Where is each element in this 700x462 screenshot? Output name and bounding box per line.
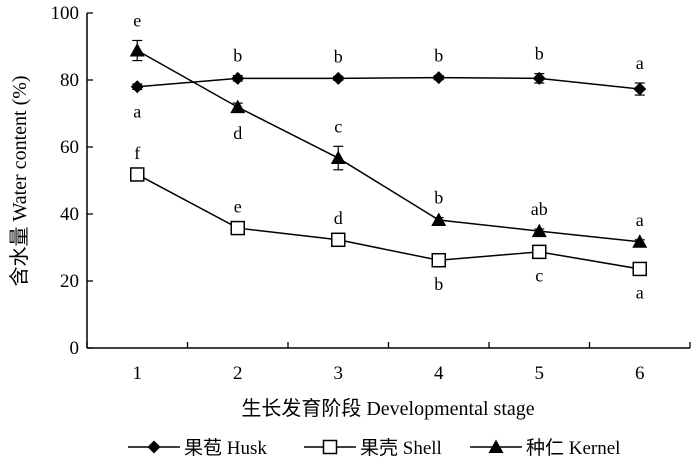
x-tick-label: 5 <box>535 363 545 384</box>
x-tick-label: 2 <box>233 363 243 384</box>
legend-item: 种仁 Kernel <box>470 437 620 459</box>
x-tick-label: 1 <box>133 363 143 384</box>
data-point <box>431 252 446 268</box>
data-point <box>532 71 546 85</box>
x-tick-label: 4 <box>434 363 444 384</box>
legend-item: 果壳 Shell <box>304 437 442 459</box>
y-tick-label: 60 <box>60 137 79 158</box>
significance-letter: b <box>434 188 443 208</box>
y-axis-title-group: 含水量 Water content (%) <box>8 75 31 286</box>
significance-letter: d <box>233 123 242 143</box>
significance-letter: b <box>434 274 443 294</box>
significance-letter: e <box>133 10 141 30</box>
legend: 果苞 Husk 果壳 Shell 种仁 Kernel <box>128 437 620 459</box>
series-1: f e d b c a <box>130 143 647 303</box>
series-line <box>137 76 640 90</box>
legend-label: 果壳 Shell <box>360 437 442 459</box>
significance-letter: f <box>134 143 140 163</box>
significance-letter: c <box>334 116 342 136</box>
data-point <box>130 167 145 182</box>
data-point <box>129 43 145 57</box>
data-point <box>130 80 144 94</box>
data-point <box>633 82 647 96</box>
significance-letter: ab <box>531 199 548 219</box>
significance-letter: b <box>233 46 242 66</box>
axes: 0 20 40 60 80 100 1 2 3 4 5 6 <box>51 3 691 384</box>
series-line <box>136 173 640 270</box>
x-tick-label: 6 <box>635 363 645 384</box>
significance-letter: c <box>535 266 543 286</box>
data-point <box>632 261 647 277</box>
data-point <box>230 220 245 236</box>
data-point <box>532 244 547 260</box>
significance-letter: a <box>133 101 141 121</box>
y-tick-label: 80 <box>60 70 79 91</box>
legend-label: 种仁 Kernel <box>526 437 620 459</box>
y-axis-title: 含水量 Water content (%) <box>8 75 31 286</box>
significance-letter: d <box>334 208 343 228</box>
y-tick-label: 20 <box>60 271 79 292</box>
legend-marker <box>322 439 338 455</box>
x-tick-label: 3 <box>334 363 344 384</box>
data-point <box>330 150 346 165</box>
significance-letter: b <box>535 44 544 64</box>
data-point <box>432 71 446 85</box>
legend-item: 果苞 Husk <box>128 437 267 459</box>
legend-marker <box>488 439 504 453</box>
data-point <box>431 212 447 227</box>
data-point <box>331 71 345 85</box>
data-point <box>331 232 346 248</box>
significance-letter: e <box>234 196 242 216</box>
significance-letter: b <box>334 46 343 66</box>
series-line <box>136 49 640 243</box>
data-point <box>230 99 246 114</box>
significance-letter: b <box>434 46 443 66</box>
y-tick-label: 0 <box>70 338 80 359</box>
legend-marker <box>147 440 161 454</box>
y-tick-label: 100 <box>51 3 80 24</box>
data-point <box>632 234 648 248</box>
y-tick-label: 40 <box>60 204 79 225</box>
series-0: a b b b b a <box>130 44 647 121</box>
x-axis-title: 生长发育阶段 Developmental stage <box>241 397 534 420</box>
significance-letter: a <box>636 283 644 303</box>
data-point <box>231 71 245 85</box>
significance-letter: a <box>636 210 644 230</box>
significance-letter: a <box>636 53 644 73</box>
data-point <box>531 223 547 238</box>
legend-label: 果苞 Husk <box>184 437 267 459</box>
